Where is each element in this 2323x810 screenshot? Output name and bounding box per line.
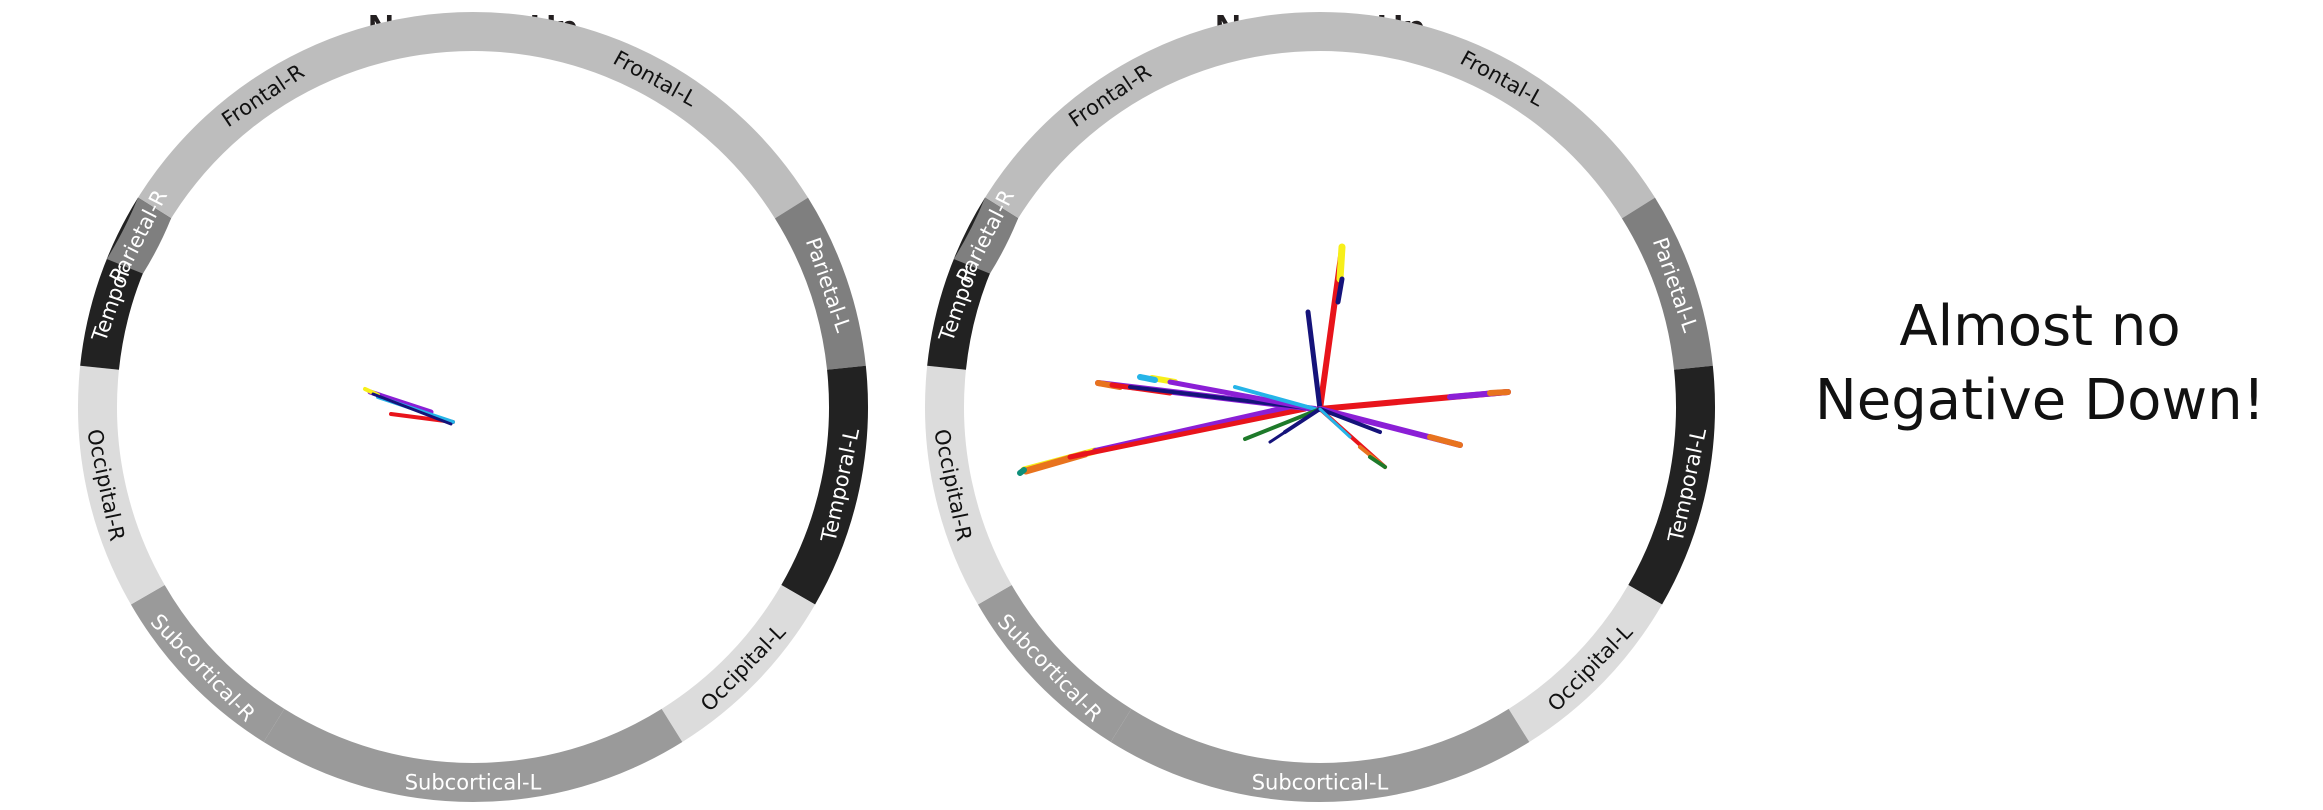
connection-line <box>1336 243 1346 283</box>
connectogram-left: Negative-Up Frontal-RFrontal-LParietal-L… <box>77 7 868 802</box>
region-segment <box>77 365 165 605</box>
connection-bundle-right <box>1017 243 1511 476</box>
region-label: Occipital-L <box>1543 619 1637 716</box>
connection-line <box>1067 406 1308 460</box>
connection-bundle-left <box>363 387 455 426</box>
connection-line <box>1233 385 1317 411</box>
region-label: Occipital-L <box>696 619 790 716</box>
annotation-line-1: Almost no <box>1899 294 2181 359</box>
connection-line <box>1427 434 1463 448</box>
region-segment <box>781 365 868 605</box>
region-label: Subcortical-L <box>1252 771 1389 795</box>
annotation-line-2: Negative Down! <box>1814 368 2266 433</box>
connection-line <box>371 392 453 426</box>
region-segment <box>774 197 866 370</box>
connection-line <box>1487 389 1511 396</box>
region-segment <box>1621 197 1713 370</box>
annotation-note: Almost no Negative Down! <box>1790 290 2290 438</box>
region-segment <box>1320 12 1655 219</box>
connection-line <box>1368 455 1387 469</box>
connectogram-right: Negative-Up Frontal-RFrontal-LParietal-L… <box>925 7 1715 802</box>
region-segment <box>977 585 1132 742</box>
region-segment <box>473 12 808 219</box>
region-segment <box>263 708 683 802</box>
region-label: Subcortical-L <box>405 771 542 795</box>
connection-line <box>1167 379 1318 412</box>
region-segment <box>1628 365 1715 605</box>
region-segment <box>953 197 1019 274</box>
region-segment <box>925 365 1012 605</box>
region-ring-left: Frontal-R Frontal-LParietal-LTemporal-LOc… <box>77 12 868 802</box>
connection-line <box>1318 407 1382 434</box>
connection-line <box>1305 309 1323 412</box>
connection-line <box>1318 407 1352 439</box>
connection-line <box>1268 407 1322 444</box>
region-label: Subcortical-R <box>146 609 260 726</box>
region-label: Subcortical-R <box>993 609 1107 726</box>
region-segment <box>1110 708 1530 802</box>
region-segment <box>130 585 285 742</box>
connection-line <box>1243 407 1322 441</box>
region-segment <box>1508 585 1663 742</box>
connection-line <box>1137 374 1158 383</box>
region-segment <box>661 585 816 742</box>
region-segment <box>106 197 172 274</box>
connection-line <box>1017 467 1027 476</box>
connection-line <box>1335 276 1345 305</box>
